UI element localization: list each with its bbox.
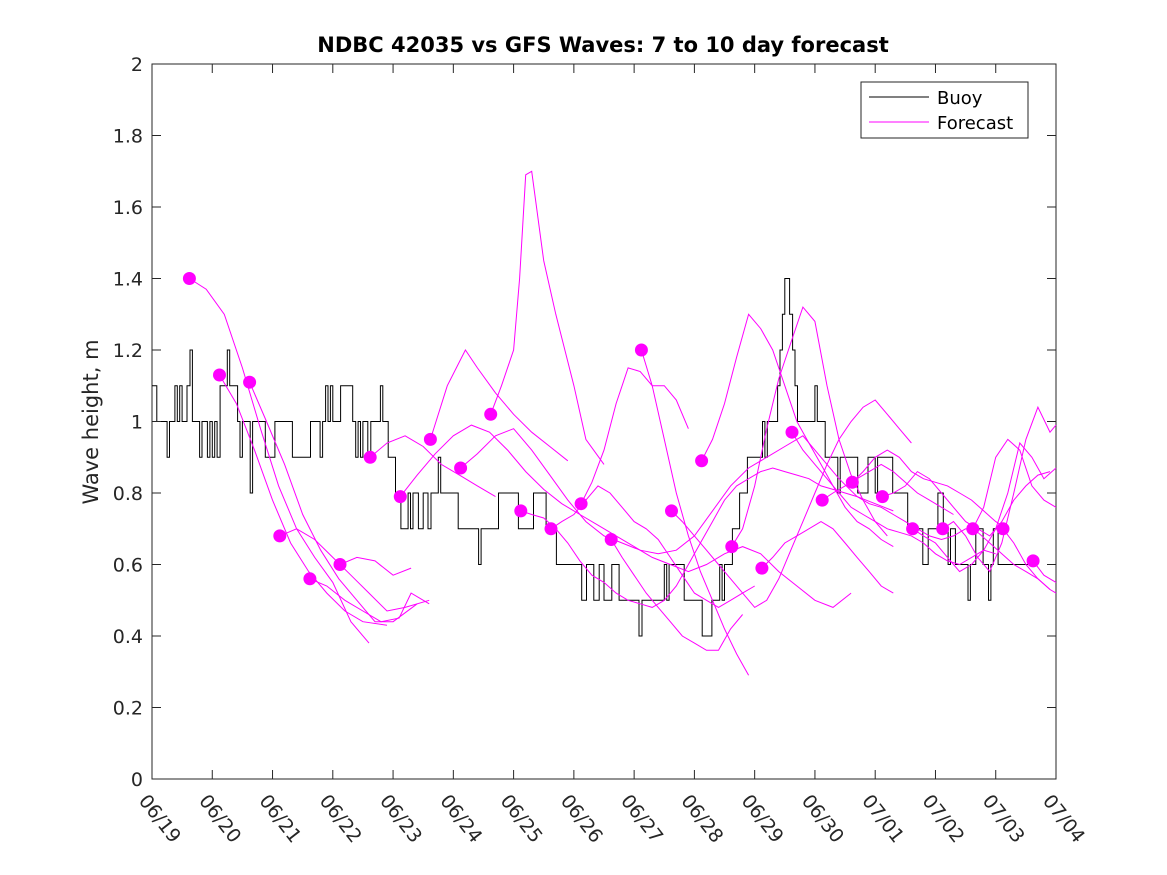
forecast-series-line xyxy=(1002,528,1057,594)
forecast-marker-point xyxy=(213,368,226,382)
forecast-series-line xyxy=(490,170,605,465)
forecast-marker-point xyxy=(514,504,528,518)
forecast-series-line xyxy=(219,374,388,626)
forecast-series-line xyxy=(429,349,569,462)
forecast-series-line xyxy=(912,441,1057,573)
forecast-marker-point xyxy=(1026,554,1040,568)
y-tick-label: 1.4 xyxy=(113,269,143,291)
forecast-series-line xyxy=(249,382,418,623)
legend-box xyxy=(860,81,1029,139)
forecast-series-line xyxy=(701,313,894,548)
forecast-series-group xyxy=(189,170,1057,676)
forecast-series-line xyxy=(942,405,1057,573)
legend: Buoy Forecast xyxy=(860,81,1029,139)
forecast-marker-point xyxy=(665,504,678,518)
y-tick-label: 0.8 xyxy=(113,483,143,505)
forecast-series-line xyxy=(460,428,894,555)
forecast-series-line xyxy=(671,399,912,609)
forecast-series-line xyxy=(851,449,1009,530)
chart-title: NDBC 42035 vs GFS Waves: 7 to 10 day for… xyxy=(317,33,888,57)
forecast-series-line xyxy=(882,470,1051,537)
forecast-marker-point xyxy=(273,529,287,543)
forecast-series-line xyxy=(640,349,750,676)
y-tick-label: 0 xyxy=(131,769,143,791)
forecast-marker-point xyxy=(815,493,829,507)
y-tick-label: 2 xyxy=(131,54,143,76)
y-tick-label: 1.8 xyxy=(113,126,143,148)
y-tick-label: 1.2 xyxy=(113,340,143,362)
forecast-markers-group xyxy=(182,272,1040,586)
forecast-series-line xyxy=(369,435,496,498)
forecast-marker-point xyxy=(393,490,407,504)
forecast-series-line xyxy=(279,528,430,612)
y-tick-label: 0.4 xyxy=(113,626,143,648)
forecast-marker-point xyxy=(333,558,347,571)
forecast-marker-point xyxy=(454,461,468,475)
forecast-series-line xyxy=(761,521,894,594)
forecast-series-line xyxy=(610,539,743,651)
forecast-marker-point xyxy=(423,432,437,446)
forecast-series-line xyxy=(339,556,412,576)
forecast-marker-point xyxy=(182,272,196,285)
buoy-series-group xyxy=(152,278,1037,637)
forecast-marker-point xyxy=(725,540,739,554)
forecast-marker-point xyxy=(936,522,950,536)
forecast-series-line xyxy=(731,306,888,547)
y-axis-label: Wave height, m xyxy=(79,339,103,504)
forecast-marker-point xyxy=(966,522,980,536)
forecast-marker-point xyxy=(785,425,799,439)
forecast-marker-point xyxy=(906,522,920,536)
forecast-marker-point xyxy=(845,475,859,489)
forecast-series-line xyxy=(309,578,430,623)
forecast-series-line xyxy=(821,463,954,515)
y-axis: 0 0.2 0.4 0.6 0.8 1 1.2 1.4 1.6 1.8 2 xyxy=(113,54,1056,791)
forecast-marker-point xyxy=(755,561,769,575)
forecast-marker-point xyxy=(363,450,377,464)
forecast-series-line xyxy=(791,431,996,566)
forecast-marker-point xyxy=(634,343,648,357)
forecast-marker-point xyxy=(303,572,317,586)
forecast-marker-point xyxy=(996,522,1010,536)
forecast-marker-point xyxy=(574,497,588,511)
y-tick-label: 0.6 xyxy=(113,555,143,577)
forecast-series-line xyxy=(580,367,689,504)
forecast-marker-point xyxy=(875,490,889,504)
forecast-marker-point xyxy=(695,454,709,468)
forecast-marker-point xyxy=(604,533,618,546)
axes-box xyxy=(151,63,1057,780)
buoy-series-line xyxy=(152,278,1037,637)
legend-forecast-label: Forecast xyxy=(937,113,1013,134)
forecast-marker-point xyxy=(243,375,257,389)
forecast-series-line xyxy=(399,424,852,608)
legend-buoy-label: Buoy xyxy=(937,88,983,109)
forecast-marker-point xyxy=(484,407,498,421)
forecast-marker-point xyxy=(544,522,558,536)
y-tick-label: 0.2 xyxy=(113,698,143,720)
y-tick-label: 1 xyxy=(131,412,143,434)
plot-area xyxy=(151,63,1057,780)
forecast-series-line xyxy=(972,438,1057,530)
y-tick-label: 1.6 xyxy=(113,197,143,219)
